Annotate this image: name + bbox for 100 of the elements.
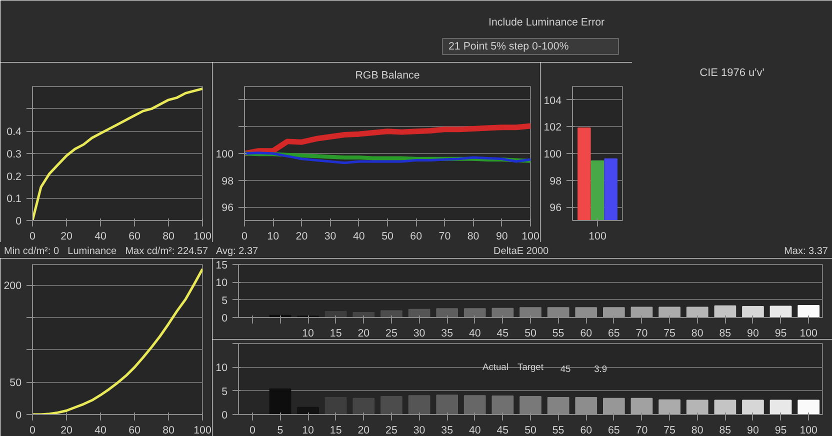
- x-tick-label: 30: [413, 328, 426, 340]
- chart-title: DeltaE 2000: [494, 245, 549, 259]
- x-tick-label: 70: [636, 424, 648, 436]
- bar: [297, 406, 319, 414]
- bar: [380, 310, 402, 318]
- bar: [798, 400, 820, 414]
- text: Max: 3.37: [784, 245, 828, 259]
- bar: [658, 399, 680, 414]
- bar: [742, 400, 764, 414]
- x-tick-label: 90: [747, 424, 759, 436]
- y-tick-label: 102: [544, 122, 562, 134]
- x-tick-label: 20: [358, 424, 370, 436]
- bar: [770, 306, 792, 318]
- x-tick-label: 100: [194, 424, 212, 436]
- annotation: Target: [518, 362, 544, 372]
- x-tick-label: 30: [413, 424, 426, 436]
- x-tick-label: 75: [664, 424, 676, 436]
- y-tick-label: 0: [16, 216, 22, 228]
- y-tick-label: 96: [550, 202, 562, 214]
- bar: [352, 398, 375, 414]
- x-tick-label: 10: [267, 230, 280, 242]
- x-tick-label: 60: [410, 230, 422, 242]
- bar: [352, 312, 375, 318]
- bar: [464, 395, 486, 414]
- bar: [436, 308, 458, 318]
- x-tick-label: 50: [524, 328, 536, 340]
- bar: [520, 307, 542, 318]
- x-tick-label: 80: [691, 424, 704, 436]
- x-tick-label: 60: [580, 424, 592, 436]
- bar: [492, 396, 514, 414]
- text: Max cd/m²: 224.57: [125, 245, 208, 259]
- x-tick-label: 100: [800, 328, 818, 340]
- x-tick-label: 40: [468, 424, 481, 436]
- x-tick-label: 5: [277, 424, 284, 436]
- y-tick-label: 96: [222, 202, 234, 214]
- x-tick-label: 100: [194, 230, 212, 242]
- text: Avg: 2.37: [216, 245, 258, 259]
- y-tick-label: 15: [216, 260, 228, 272]
- bar: [714, 305, 736, 318]
- y-tick-label: 5: [222, 386, 228, 398]
- y-tick-label: 98: [222, 175, 234, 188]
- text: Min cd/m²: 0: [4, 245, 60, 259]
- x-tick-label: 100: [588, 230, 606, 242]
- x-tick-label: 95: [774, 328, 787, 340]
- x-tick-label: 40: [94, 424, 106, 436]
- x-tick-label: 35: [441, 424, 454, 436]
- bar: [324, 310, 347, 318]
- bar: [520, 396, 542, 414]
- x-tick-label: 45: [496, 424, 509, 436]
- bar: [603, 398, 625, 414]
- bar: [408, 308, 430, 318]
- x-tick-label: 80: [162, 230, 174, 242]
- x-tick-label: 10: [302, 424, 314, 436]
- x-tick-label: 15: [330, 328, 342, 340]
- x-tick-label: 20: [296, 230, 308, 242]
- y-tick-label: 0: [222, 410, 228, 422]
- chart-title: Luminance: [68, 245, 117, 259]
- y-tick-label: 0.3: [6, 148, 22, 160]
- bar: [714, 400, 736, 414]
- bar: [324, 396, 347, 414]
- y-tick-label: 0.4: [6, 126, 22, 138]
- bar: [686, 306, 708, 318]
- y-tick-label: 104: [544, 94, 562, 107]
- x-tick-label: 65: [608, 424, 620, 436]
- x-tick-label: 40: [468, 328, 481, 340]
- x-tick-label: 75: [664, 328, 676, 340]
- bar: [380, 396, 402, 414]
- x-tick-label: 25: [386, 328, 398, 340]
- x-tick-label: 100: [800, 424, 818, 436]
- x-tick-label: 60: [580, 328, 592, 340]
- annotation: 45: [560, 364, 571, 374]
- y-tick-label: 50: [10, 377, 22, 390]
- x-tick-label: 70: [438, 230, 451, 242]
- x-tick-label: 35: [441, 328, 454, 340]
- bar: [492, 308, 514, 318]
- x-tick-label: 95: [774, 424, 787, 436]
- bar: [686, 400, 708, 414]
- y-tick-label: 0: [222, 312, 228, 324]
- y-tick-label: 0.1: [6, 193, 22, 206]
- x-tick-label: 100: [522, 230, 540, 242]
- x-tick-label: 65: [608, 328, 620, 340]
- text: 21 Point 5% step 0-100%: [448, 40, 570, 52]
- y-tick-label: 100: [216, 148, 234, 160]
- x-tick-label: 20: [60, 424, 72, 436]
- chart-title: RGB Balance: [355, 70, 420, 82]
- text: CIE 1976 u'v': [698, 66, 766, 81]
- y-tick-label: 10: [216, 362, 228, 374]
- x-tick-label: 90: [747, 328, 759, 340]
- y-tick-label: 98: [550, 175, 562, 188]
- bar: [770, 400, 792, 414]
- text: Include Luminance Error: [488, 16, 606, 28]
- x-tick-label: 0: [30, 230, 36, 242]
- x-tick-label: 80: [162, 424, 174, 436]
- x-tick-label: 55: [552, 328, 564, 340]
- y-tick-label: 0: [16, 410, 22, 422]
- x-tick-label: 45: [496, 328, 509, 340]
- x-tick-label: 30: [324, 230, 336, 242]
- bar: [742, 306, 764, 318]
- y-tick-label: 0.2: [6, 170, 22, 183]
- x-tick-label: 10: [302, 328, 314, 340]
